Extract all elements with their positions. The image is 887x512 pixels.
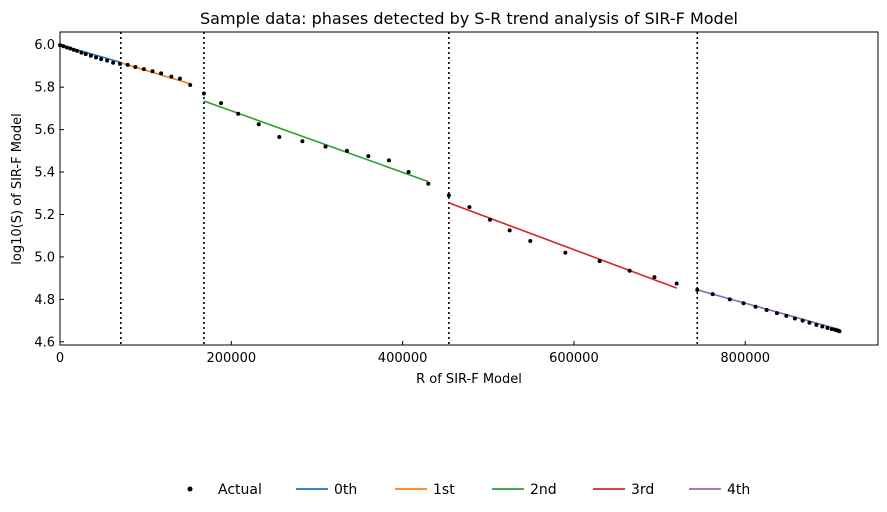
- actual-point: [507, 228, 512, 233]
- series-line-1st: [120, 62, 192, 85]
- actual-point: [627, 268, 632, 273]
- series-line-3rd: [448, 202, 677, 289]
- actual-point: [741, 301, 746, 306]
- actual-point: [563, 250, 568, 255]
- actual-point: [256, 122, 261, 127]
- y-tick-label: 5.8: [34, 81, 55, 96]
- y-axis-label: log10(S) of SIR-F Model: [10, 113, 25, 264]
- actual-point: [764, 307, 769, 312]
- actual-point: [344, 148, 349, 153]
- x-tick-label: 800000: [720, 351, 770, 366]
- actual-point: [188, 83, 193, 88]
- actual-point: [487, 217, 492, 222]
- x-axis-label: R of SIR-F Model: [416, 372, 522, 387]
- actual-point: [727, 297, 732, 302]
- actual-point: [111, 60, 116, 65]
- actual-point: [774, 311, 779, 316]
- actual-point: [467, 205, 472, 210]
- actual-point: [219, 101, 224, 106]
- actual-point: [597, 259, 602, 264]
- actual-point: [386, 158, 391, 163]
- actual-point: [323, 144, 328, 149]
- legend-label: Actual: [218, 482, 262, 498]
- actual-point: [93, 55, 98, 60]
- actual-point: [695, 287, 700, 292]
- actual-point: [117, 61, 122, 66]
- actual-point: [366, 154, 371, 159]
- legend-label: 1st: [433, 482, 455, 498]
- actual-point: [528, 239, 533, 244]
- series-line-2nd: [203, 100, 429, 183]
- x-tick-label: 400000: [378, 351, 428, 366]
- actual-point: [837, 329, 842, 334]
- actual-point: [88, 53, 93, 58]
- actual-point: [99, 57, 104, 62]
- x-tick-label: 200000: [206, 351, 256, 366]
- plot-area: [58, 31, 879, 346]
- actual-point: [753, 304, 758, 309]
- actual-point: [300, 139, 305, 144]
- actual-point: [150, 69, 155, 74]
- actual-point: [825, 326, 830, 331]
- actual-point: [105, 58, 110, 63]
- actual-point: [177, 76, 182, 81]
- y-axis: 4.6 4.8 5.0 5.2 5.4 5.6 5.8 6.0: [34, 38, 64, 350]
- x-tick-label: 0: [56, 351, 64, 366]
- actual-point: [64, 45, 69, 50]
- actual-point: [83, 52, 88, 57]
- x-tick-label: 600000: [549, 351, 599, 366]
- chart-title: Sample data: phases detected by S-R tren…: [200, 9, 738, 28]
- actual-point: [800, 318, 805, 323]
- actual-point: [79, 50, 84, 55]
- y-tick-label: 5.2: [34, 208, 55, 223]
- y-tick-label: 4.8: [34, 293, 55, 308]
- actual-point: [710, 292, 715, 297]
- actual-point: [426, 181, 431, 186]
- actual-point: [784, 313, 789, 318]
- actual-point: [68, 46, 73, 51]
- actual-point: [236, 111, 241, 116]
- y-tick-label: 6.0: [34, 38, 55, 53]
- actual-point: [652, 275, 657, 280]
- actual-point: [820, 324, 825, 329]
- actual-point: [807, 320, 812, 325]
- actual-point: [159, 71, 164, 76]
- actual-point: [814, 322, 819, 327]
- legend: Actual 0th 1st 2nd 3rd 4th: [187, 482, 750, 498]
- actual-point: [201, 91, 206, 96]
- actual-point: [406, 170, 411, 175]
- actual-point: [446, 193, 451, 198]
- actual-point: [75, 48, 80, 53]
- plot-frame: [59, 31, 879, 346]
- actual-point: [169, 74, 174, 79]
- x-axis: 0 200000 400000 600000 800000: [56, 341, 770, 366]
- actual-point: [141, 67, 146, 72]
- actual-point: [71, 47, 76, 52]
- y-tick-label: 5.4: [34, 166, 55, 181]
- actual-point: [674, 281, 679, 286]
- actual-point: [133, 65, 138, 70]
- actual-point: [829, 327, 834, 332]
- y-tick-label: 4.6: [34, 335, 55, 350]
- legend-label: 4th: [727, 482, 750, 498]
- actual-point: [277, 135, 282, 140]
- actual-point: [792, 316, 797, 321]
- legend-label: 3rd: [631, 482, 654, 498]
- y-tick-label: 5.0: [34, 250, 55, 265]
- legend-label: 0th: [334, 482, 357, 498]
- y-tick-label: 5.6: [34, 123, 55, 138]
- legend-marker-actual: [187, 486, 193, 492]
- legend-label: 2nd: [530, 482, 557, 498]
- actual-point: [125, 62, 130, 67]
